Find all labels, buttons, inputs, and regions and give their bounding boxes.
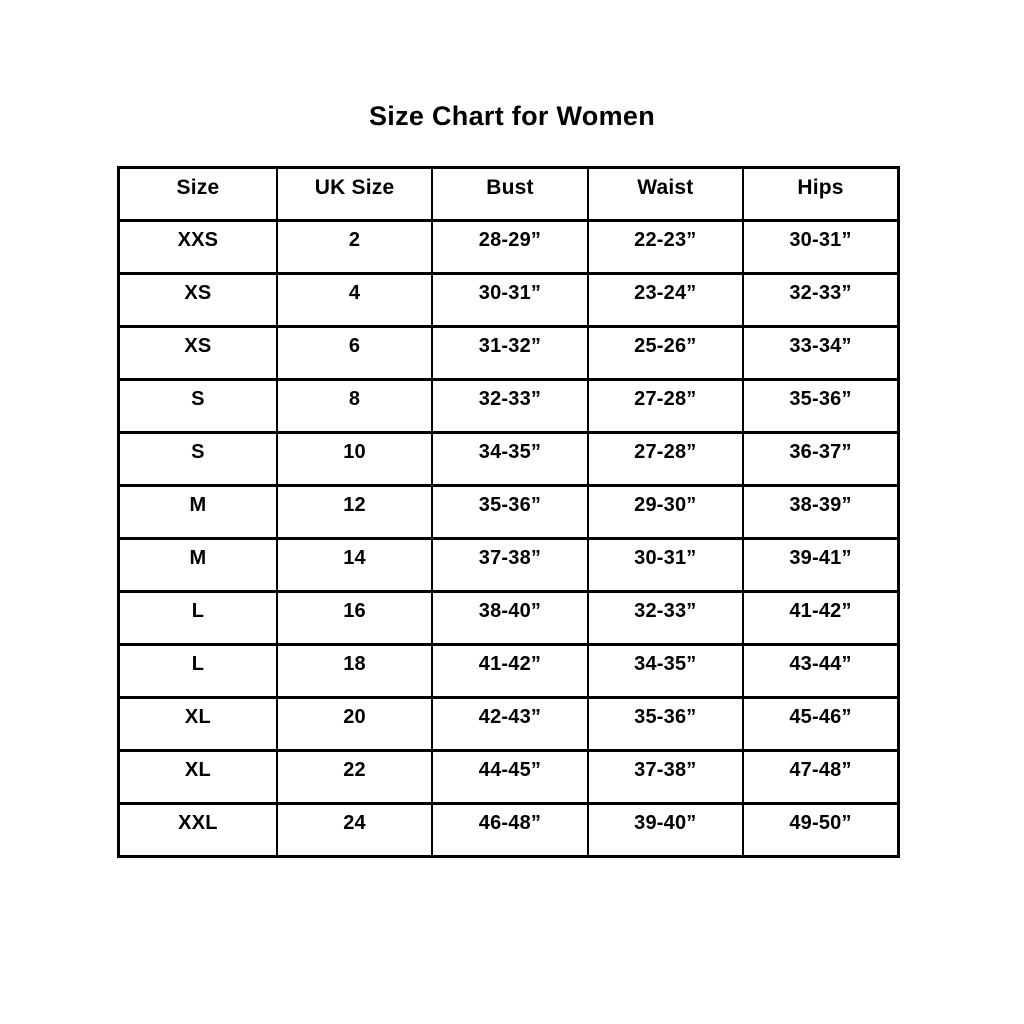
header-cell: Waist (586, 166, 745, 222)
table-header: Size UK Size Bust Waist Hips (117, 166, 900, 222)
table-cell: 41-42” (431, 643, 589, 699)
table-cell: XL (117, 696, 278, 752)
table-cell: 22-23” (586, 219, 745, 275)
table-cell: 25-26” (586, 325, 745, 381)
table-cell: 32-33” (431, 378, 589, 434)
table-cell: 45-46” (742, 696, 900, 752)
table-row: L 16 38-40” 32-33” 41-42” (117, 590, 900, 646)
header-cell: UK Size (275, 166, 434, 222)
table-cell: 39-40” (586, 802, 745, 858)
table-cell: 20 (275, 696, 434, 752)
page-title: Size Chart for Women (368, 101, 656, 131)
table-cell: 35-36” (742, 378, 900, 434)
header-cell: Size (117, 166, 278, 222)
table-cell: 22 (275, 749, 434, 805)
table-cell: 39-41” (742, 537, 900, 593)
table-cell: S (117, 431, 278, 487)
table-row: S 10 34-35” 27-28” 36-37” (117, 431, 900, 487)
table-body: XXS 2 28-29” 22-23” 30-31” XS 4 30-31” 23-24” 32-… (117, 219, 900, 858)
table-cell: 36-37” (742, 431, 900, 487)
table-cell: 32-33” (742, 272, 900, 328)
table-cell: 44-45” (431, 749, 589, 805)
header-row: Size UK Size Bust Waist Hips (117, 166, 900, 222)
table-cell: 31-32” (431, 325, 589, 381)
table-cell: S (117, 378, 278, 434)
table-cell: L (117, 643, 278, 699)
table-row: XS 4 30-31” 23-24” 32-33” (117, 272, 900, 328)
header-cell: Bust (431, 166, 589, 222)
table-row: XL 22 44-45” 37-38” 47-48” (117, 749, 900, 805)
table-row: XXL 24 46-48” 39-40” 49-50” (117, 802, 900, 858)
table-cell: 2 (275, 219, 434, 275)
header-cell: Hips (742, 166, 900, 222)
table-cell: L (117, 590, 278, 646)
table-cell: 43-44” (742, 643, 900, 699)
table-cell: 34-35” (586, 643, 745, 699)
table-cell: 27-28” (586, 431, 745, 487)
size-chart-container: Size UK Size Bust Waist Hips XXS 2 28-29” 22-23… (117, 166, 900, 858)
table-cell: 38-40” (431, 590, 589, 646)
table-cell: XS (117, 272, 278, 328)
table-cell: 30-31” (431, 272, 589, 328)
table-cell: 33-34” (742, 325, 900, 381)
table-cell: 49-50” (742, 802, 900, 858)
table-cell: 28-29” (431, 219, 589, 275)
table-row: S 8 32-33” 27-28” 35-36” (117, 378, 900, 434)
table-cell: 35-36” (431, 484, 589, 540)
table-cell: 4 (275, 272, 434, 328)
table-cell: 27-28” (586, 378, 745, 434)
table-cell: 30-31” (586, 537, 745, 593)
table-cell: 12 (275, 484, 434, 540)
table-cell: XL (117, 749, 278, 805)
table-cell: 29-30” (586, 484, 745, 540)
table-cell: M (117, 484, 278, 540)
table-cell: 30-31” (742, 219, 900, 275)
table-cell: 32-33” (586, 590, 745, 646)
table-cell: 41-42” (742, 590, 900, 646)
table-cell: XS (117, 325, 278, 381)
table-cell: 34-35” (431, 431, 589, 487)
size-chart-table: Size UK Size Bust Waist Hips XXS 2 28-29” 22-23… (117, 166, 900, 858)
table-row: XS 6 31-32” 25-26” 33-34” (117, 325, 900, 381)
table-cell: M (117, 537, 278, 593)
table-cell: 8 (275, 378, 434, 434)
table-cell: 46-48” (431, 802, 589, 858)
table-cell: 24 (275, 802, 434, 858)
table-cell: 10 (275, 431, 434, 487)
table-cell: 37-38” (586, 749, 745, 805)
table-cell: 42-43” (431, 696, 589, 752)
table-cell: 18 (275, 643, 434, 699)
table-row: M 14 37-38” 30-31” 39-41” (117, 537, 900, 593)
table-cell: XXL (117, 802, 278, 858)
table-cell: 16 (275, 590, 434, 646)
table-row: M 12 35-36” 29-30” 38-39” (117, 484, 900, 540)
table-cell: 37-38” (431, 537, 589, 593)
table-cell: 6 (275, 325, 434, 381)
table-row: XL 20 42-43” 35-36” 45-46” (117, 696, 900, 752)
table-row: L 18 41-42” 34-35” 43-44” (117, 643, 900, 699)
table-cell: 35-36” (586, 696, 745, 752)
table-cell: 14 (275, 537, 434, 593)
table-cell: 23-24” (586, 272, 745, 328)
table-row: XXS 2 28-29” 22-23” 30-31” (117, 219, 900, 275)
table-cell: 38-39” (742, 484, 900, 540)
table-cell: 47-48” (742, 749, 900, 805)
table-cell: XXS (117, 219, 278, 275)
